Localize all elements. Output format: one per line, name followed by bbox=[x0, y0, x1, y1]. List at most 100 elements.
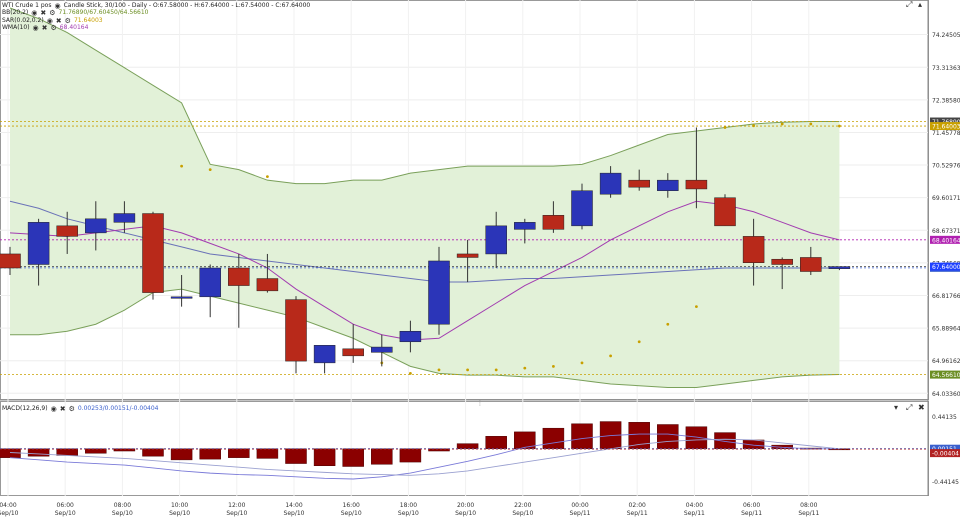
remove-x-icon[interactable]: ✖ bbox=[59, 405, 66, 413]
x-tick-time: 14:00 bbox=[285, 502, 302, 509]
price-tag-label: 64.56610 bbox=[932, 372, 960, 379]
candle-body bbox=[485, 225, 507, 255]
y-tick-label: 74.24505 bbox=[932, 32, 960, 39]
visibility-eye-icon[interactable]: ◉ bbox=[54, 2, 61, 10]
price-tag-bg bbox=[930, 262, 960, 271]
candle-body bbox=[113, 213, 136, 223]
candle-body bbox=[657, 179, 679, 191]
candle-body bbox=[771, 258, 793, 265]
y-tick-label: 71.45778 bbox=[932, 130, 960, 137]
candle-body bbox=[514, 222, 536, 230]
macd-histogram-bar bbox=[56, 448, 78, 456]
macd-histogram-bar bbox=[456, 443, 479, 450]
x-tick-time: 22:00 bbox=[514, 502, 531, 509]
macd-line bbox=[9, 433, 840, 480]
candle-body bbox=[85, 218, 107, 234]
x-tick-date: Sep/11 bbox=[570, 510, 591, 517]
sar-dot bbox=[409, 372, 412, 375]
candle-body bbox=[56, 225, 78, 237]
sar-dot bbox=[180, 164, 184, 168]
x-tick-time: 20:00 bbox=[457, 502, 474, 509]
macd-y-tick-label: -0.44145 bbox=[932, 479, 959, 486]
sar-dot bbox=[809, 122, 813, 126]
candle-body bbox=[0, 253, 21, 269]
candle-body bbox=[742, 236, 765, 263]
settings-gear-icon[interactable]: ⚙ bbox=[49, 9, 56, 17]
remove-x-icon[interactable]: ✖ bbox=[55, 17, 62, 25]
sar-dot bbox=[695, 305, 698, 309]
indicator-name: BB(20,2) bbox=[2, 9, 29, 16]
instrument-label: WTI Crude 1 pos bbox=[2, 2, 52, 9]
x-tick-date: Sep/10 bbox=[455, 510, 476, 517]
candle-body bbox=[285, 299, 307, 362]
x-tick-date: Sep/10 bbox=[112, 510, 133, 517]
macd-histogram-bar bbox=[85, 448, 107, 454]
visibility-eye-icon[interactable]: ◉ bbox=[46, 17, 53, 25]
sar-dot bbox=[780, 122, 784, 126]
x-tick-time: 18:00 bbox=[400, 502, 417, 509]
remove-x-icon[interactable]: ✖ bbox=[41, 24, 48, 32]
x-tick-time: 06:00 bbox=[57, 502, 74, 509]
visibility-eye-icon[interactable]: ◉ bbox=[50, 405, 57, 413]
macd-legend: MACD(12,26,9) ◉ ✖ ⚙ 0.00253/0.00151/-0.0… bbox=[2, 404, 159, 414]
remove-x-icon[interactable]: ✖ bbox=[40, 9, 47, 17]
visibility-eye-icon[interactable]: ◉ bbox=[32, 24, 39, 32]
x-tick-time: 02:00 bbox=[629, 502, 646, 509]
macd-histogram-bar bbox=[571, 423, 593, 450]
sar-dot bbox=[494, 368, 498, 372]
panel-splitter-icon: ⋮ bbox=[477, 399, 484, 407]
instrument-legend: WTI Crude 1 pos ◉ Candle Stick, 30/100 -… bbox=[2, 1, 310, 11]
expand-icon[interactable]: ⤢ bbox=[906, 0, 913, 9]
indicator-values: 71.64003 bbox=[73, 17, 103, 24]
y-tick-label: 69.60171 bbox=[932, 195, 960, 202]
y-tick-label: 72.38580 bbox=[932, 97, 960, 104]
price-tag-label: 67.64000 bbox=[932, 264, 960, 271]
candle-body bbox=[371, 346, 393, 353]
indicator-legend-sar: SAR(0.02,0.2) ◉ ✖ ⚙ 71.64003 bbox=[2, 16, 103, 26]
macd-histogram-bar bbox=[657, 424, 679, 450]
candle-body bbox=[142, 213, 164, 293]
x-tick-date: Sep/10 bbox=[341, 510, 362, 517]
expand-icon[interactable]: ⤢ bbox=[906, 403, 913, 412]
x-tick-time: 06:00 bbox=[743, 502, 760, 509]
candle-body bbox=[800, 257, 822, 272]
sar-dot bbox=[437, 368, 441, 372]
macd-histogram-bar bbox=[256, 448, 279, 459]
maximize-icon[interactable]: ▴ bbox=[918, 0, 923, 9]
sar-dot bbox=[266, 175, 269, 179]
candle-body bbox=[599, 172, 622, 195]
indicator-name: SAR(0.02,0.2) bbox=[2, 17, 44, 24]
indicator-legend-wma: WMA(10) ◉ ✖ ⚙ 68.40164 bbox=[2, 23, 88, 33]
candle-body bbox=[685, 179, 708, 190]
move-down-icon[interactable]: ▾ bbox=[894, 403, 899, 412]
sar-dot bbox=[523, 366, 527, 370]
sar-dot bbox=[466, 368, 469, 372]
x-tick-date: Sep/10 bbox=[284, 510, 305, 517]
indicator-legend-bb: BB(20,2) ◉ ✖ ⚙ 71.76890/67.60450/64.5661… bbox=[2, 8, 148, 18]
x-tick-time: 08:00 bbox=[114, 502, 131, 509]
x-tick-time: 00:00 bbox=[571, 502, 588, 509]
sar-dot bbox=[666, 322, 670, 326]
candle-body bbox=[428, 260, 450, 325]
settings-gear-icon[interactable]: ⚙ bbox=[68, 405, 75, 413]
settings-gear-icon[interactable]: ⚙ bbox=[50, 24, 57, 32]
sar-dot bbox=[723, 126, 727, 129]
y-tick-label: 64.96162 bbox=[932, 358, 960, 365]
close-icon[interactable]: ✖ bbox=[918, 403, 925, 412]
visibility-eye-icon[interactable]: ◉ bbox=[31, 9, 38, 17]
settings-gear-icon[interactable]: ⚙ bbox=[64, 17, 71, 25]
macd-y-tick-label: 0.44135 bbox=[932, 414, 957, 421]
indicator-name: MACD(12,26,9) bbox=[2, 405, 48, 412]
sar-dot bbox=[637, 340, 641, 344]
x-tick-time: 12:00 bbox=[228, 502, 245, 509]
y-tick-label: 73.31363 bbox=[932, 65, 960, 72]
x-tick-date: Sep/11 bbox=[798, 510, 819, 517]
macd-tag-label: -0.00404 bbox=[932, 451, 959, 458]
indicator-values: 0.00253/0.00151/-0.00404 bbox=[77, 405, 159, 412]
x-tick-date: Sep/10 bbox=[0, 510, 19, 517]
x-tick-date: Sep/10 bbox=[398, 510, 419, 517]
macd-histogram-bar bbox=[27, 448, 50, 457]
bollinger-upper-line bbox=[9, 7, 840, 185]
